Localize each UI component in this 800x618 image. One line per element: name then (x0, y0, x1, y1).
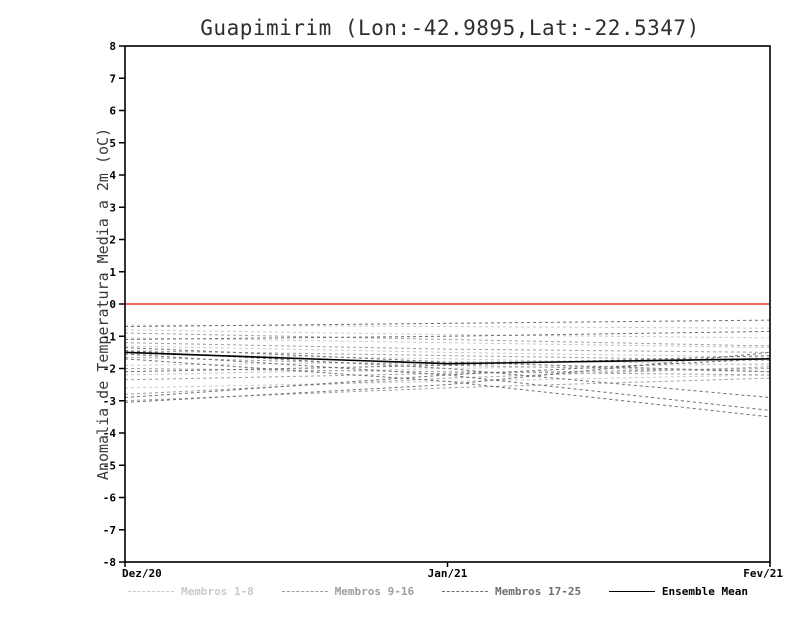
legend-label: Ensemble Mean (661, 585, 748, 598)
svg-text:5: 5 (109, 137, 116, 150)
legend-label: Membros 9-16 (334, 585, 415, 598)
svg-text:Dez/20: Dez/20 (122, 567, 162, 580)
svg-text:-4: -4 (103, 427, 117, 440)
svg-text:0: 0 (109, 298, 116, 311)
svg-text:Jan/21: Jan/21 (428, 567, 468, 580)
legend-line-sample-ensemble-mean (608, 591, 655, 592)
chart-title: Guapimirim (Lon:-42.9895,Lat:-22.5347) (200, 16, 700, 40)
legend: Membros 1-8 Membros 9-16 Membros 17-25 E… (128, 585, 748, 598)
svg-text:8: 8 (109, 40, 116, 53)
legend-item-membros-9-16: Membros 9-16 (281, 585, 415, 598)
svg-text:-7: -7 (103, 524, 116, 537)
y-axis-label: Anomalia de Temperatura Media a 2m (oC) (94, 128, 112, 480)
plot-lines: 8 7 6 5 4 3 2 1 0 -1 -2 -3 -4 -5 -6 -7 -8 Dez/20 Jan/21 Fev… (103, 40, 784, 580)
svg-text:-1: -1 (103, 330, 117, 343)
svg-text:1: 1 (109, 266, 116, 279)
svg-text:2: 2 (109, 234, 116, 247)
svg-text:-6: -6 (103, 492, 117, 505)
legend-item-membros-1-8: Membros 1-8 (128, 585, 254, 598)
legend-item-membros-17-25: Membros 17-25 (441, 585, 582, 598)
legend-line-sample-membros-9-16 (281, 591, 328, 592)
svg-text:7: 7 (109, 72, 116, 85)
legend-line-sample-membros-1-8 (128, 591, 174, 592)
legend-label: Membros 17-25 (494, 585, 582, 598)
svg-text:6: 6 (109, 105, 116, 118)
svg-text:-5: -5 (103, 459, 116, 472)
svg-text:-2: -2 (103, 363, 116, 376)
svg-text:-8: -8 (103, 556, 116, 569)
svg-text:Fev/21: Fev/21 (743, 567, 783, 580)
svg-text:-3: -3 (103, 395, 116, 408)
svg-text:4: 4 (109, 169, 116, 182)
legend-item-ensemble-mean: Ensemble Mean (608, 585, 748, 598)
legend-line-sample-membros-17-25 (441, 591, 488, 592)
legend-label: Membros 1-8 (181, 585, 254, 598)
svg-text:3: 3 (109, 201, 116, 214)
